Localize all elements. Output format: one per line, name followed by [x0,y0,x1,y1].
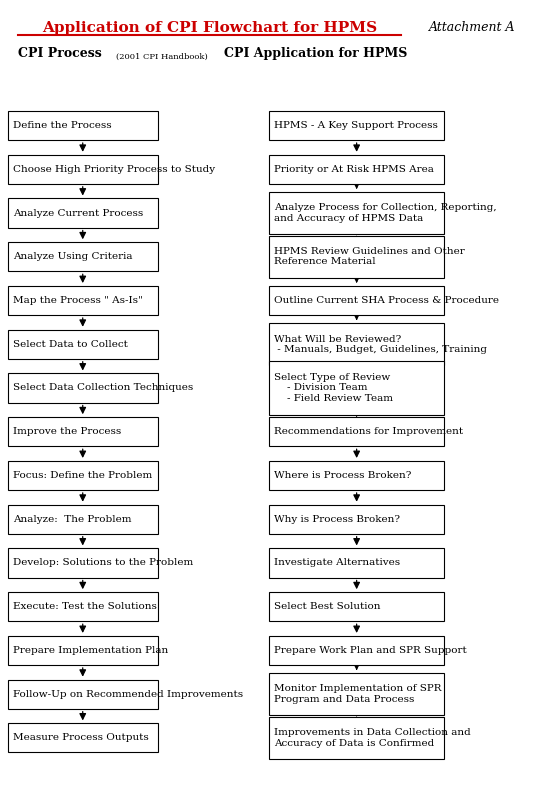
Text: Investigate Alternatives: Investigate Alternatives [274,558,401,568]
Text: Where is Process Broken?: Where is Process Broken? [274,471,412,480]
Text: HPMS Review Guidelines and Other
Reference Material: HPMS Review Guidelines and Other Referen… [274,247,465,266]
FancyBboxPatch shape [8,286,158,315]
FancyBboxPatch shape [269,236,444,278]
FancyBboxPatch shape [8,417,158,446]
Text: CPI Process: CPI Process [18,47,102,60]
Text: HPMS - A Key Support Process: HPMS - A Key Support Process [274,121,438,130]
FancyBboxPatch shape [8,111,158,140]
Text: Improve the Process: Improve the Process [13,427,121,437]
FancyBboxPatch shape [8,723,158,752]
Text: Recommendations for Improvement: Recommendations for Improvement [274,427,463,437]
FancyBboxPatch shape [269,155,444,184]
FancyBboxPatch shape [8,680,158,709]
FancyBboxPatch shape [8,461,158,490]
Text: Priority or At Risk HPMS Area: Priority or At Risk HPMS Area [274,164,434,174]
FancyBboxPatch shape [8,198,158,228]
FancyBboxPatch shape [8,373,158,403]
Text: Analyze Process for Collection, Reporting,
and Accuracy of HPMS Data: Analyze Process for Collection, Reportin… [274,203,497,223]
Text: Attachment A: Attachment A [429,21,515,34]
Text: Why is Process Broken?: Why is Process Broken? [274,514,400,524]
FancyBboxPatch shape [269,461,444,490]
FancyBboxPatch shape [269,592,444,621]
Text: Prepare Implementation Plan: Prepare Implementation Plan [13,646,168,655]
FancyBboxPatch shape [8,548,158,578]
Text: Select Best Solution: Select Best Solution [274,602,381,612]
FancyBboxPatch shape [269,192,444,234]
FancyBboxPatch shape [269,361,444,415]
Text: Improvements in Data Collection and
Accuracy of Data is Confirmed: Improvements in Data Collection and Accu… [274,728,471,748]
FancyBboxPatch shape [269,111,444,140]
Text: Prepare Work Plan and SPR Support: Prepare Work Plan and SPR Support [274,646,467,655]
Text: Select Data to Collect: Select Data to Collect [13,339,128,349]
FancyBboxPatch shape [8,592,158,621]
Text: Develop: Solutions to the Problem: Develop: Solutions to the Problem [13,558,193,568]
FancyBboxPatch shape [8,330,158,359]
Text: Select Type of Review
    - Division Team
    - Field Review Team: Select Type of Review - Division Team - … [274,373,394,403]
FancyBboxPatch shape [269,548,444,578]
FancyBboxPatch shape [269,323,444,365]
Text: Map the Process " As-Is": Map the Process " As-Is" [13,296,143,305]
FancyBboxPatch shape [8,242,158,271]
Text: Analyze:  The Problem: Analyze: The Problem [13,514,131,524]
Text: Execute: Test the Solutions: Execute: Test the Solutions [13,602,157,612]
FancyBboxPatch shape [8,155,158,184]
Text: Application of CPI Flowchart for HPMS: Application of CPI Flowchart for HPMS [42,20,377,35]
Text: Measure Process Outputs: Measure Process Outputs [13,733,149,743]
Text: Select Data Collection Techniques: Select Data Collection Techniques [13,383,193,393]
Text: Analyze Using Criteria: Analyze Using Criteria [13,252,132,262]
FancyBboxPatch shape [269,673,444,715]
Text: (2001 CPI Handbook): (2001 CPI Handbook) [116,53,208,61]
FancyBboxPatch shape [269,505,444,534]
Text: Choose High Priority Process to Study: Choose High Priority Process to Study [13,164,215,174]
Text: Follow-Up on Recommended Improvements: Follow-Up on Recommended Improvements [13,689,243,699]
Text: Monitor Implementation of SPR
Program and Data Process: Monitor Implementation of SPR Program an… [274,684,442,704]
Text: Focus: Define the Problem: Focus: Define the Problem [13,471,152,480]
FancyBboxPatch shape [8,636,158,665]
FancyBboxPatch shape [269,286,444,315]
Text: Outline Current SHA Process & Procedure: Outline Current SHA Process & Procedure [274,296,500,305]
FancyBboxPatch shape [269,417,444,446]
FancyBboxPatch shape [269,717,444,759]
Text: What Will be Reviewed?
 - Manuals, Budget, Guidelines, Training: What Will be Reviewed? - Manuals, Budget… [274,335,487,354]
Text: CPI Application for HPMS: CPI Application for HPMS [224,47,408,60]
FancyBboxPatch shape [269,636,444,665]
Text: Analyze Current Process: Analyze Current Process [13,208,143,218]
FancyBboxPatch shape [8,505,158,534]
Text: Define the Process: Define the Process [13,121,111,130]
